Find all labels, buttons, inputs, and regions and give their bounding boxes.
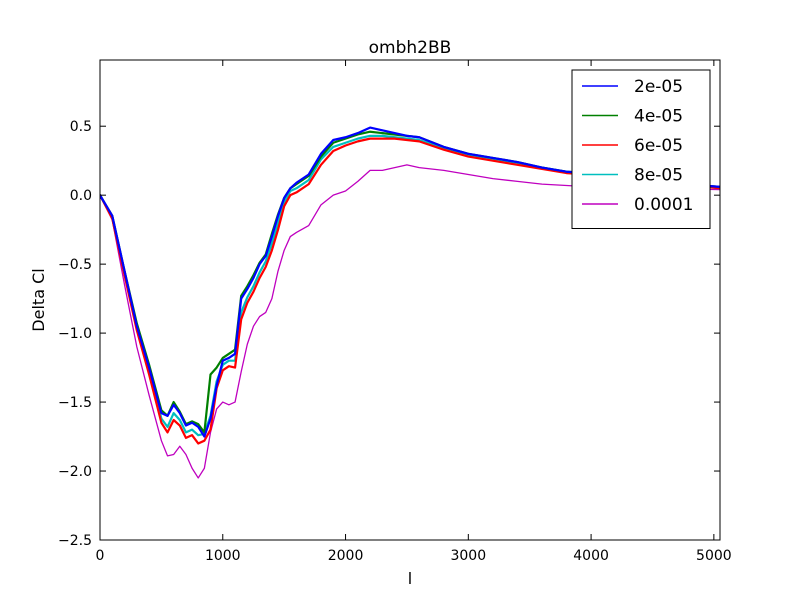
- legend-label: 6e-05: [634, 136, 683, 156]
- y-tick-label: 0.5: [70, 119, 92, 135]
- x-tick-label: 2000: [328, 548, 364, 564]
- x-axis-label: l: [408, 569, 412, 588]
- x-tick-label: 0: [96, 548, 105, 564]
- y-tick-label: −2.0: [58, 464, 92, 480]
- x-tick-label: 1000: [205, 548, 241, 564]
- y-tick-label: −0.5: [58, 257, 92, 273]
- x-tick-label: 3000: [450, 548, 486, 564]
- legend-label: 8e-05: [634, 166, 683, 186]
- legend: 2e-05 4e-05 6e-05 8e-05 0.0001: [571, 69, 711, 229]
- series-line-1: [100, 126, 720, 438]
- series-line-3: [100, 137, 720, 445]
- x-tick-label: 4000: [573, 548, 609, 564]
- legend-box: [571, 69, 711, 229]
- series-line-4: [100, 134, 720, 437]
- legend-label: 2e-05: [634, 77, 683, 97]
- legend-label: 4e-05: [634, 107, 683, 127]
- y-tick-label: 0.0: [70, 188, 92, 204]
- series-line-5: [100, 164, 720, 479]
- y-axis-label: Delta Cl: [29, 268, 48, 331]
- y-tick-label: −2.5: [58, 533, 92, 549]
- chart-title: ombh2BB: [369, 38, 452, 58]
- y-tick-label: −1.0: [58, 326, 92, 342]
- y-tick-label: −1.5: [58, 395, 92, 411]
- x-tick-label: 5000: [696, 548, 732, 564]
- legend-label: 0.0001: [634, 195, 693, 215]
- plot-area: [99, 59, 721, 541]
